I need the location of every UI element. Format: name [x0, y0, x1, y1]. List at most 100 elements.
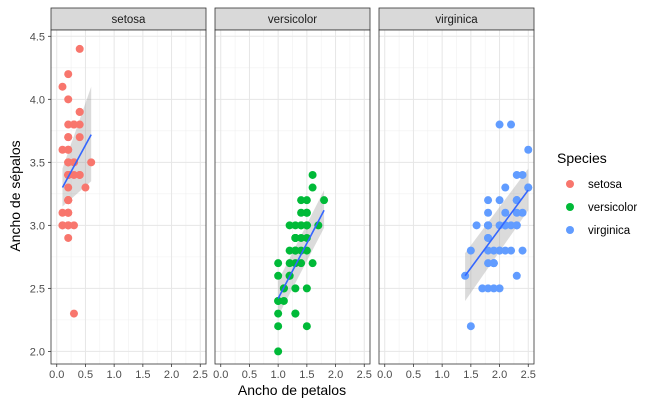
panel-border [214, 29, 371, 365]
panel-versicolor: versicolor [214, 7, 371, 365]
data-point-virginica [478, 284, 487, 293]
data-point-versicolor [308, 259, 317, 268]
data-point-setosa [64, 196, 73, 205]
legend: Species setosa versicolor virginica [557, 150, 637, 237]
data-point-versicolor [302, 221, 311, 230]
data-point-virginica [484, 284, 493, 293]
data-point-virginica [512, 221, 521, 230]
x-tick-label: 1.5 [463, 369, 478, 381]
data-point-virginica [466, 322, 475, 331]
y-axis-title: Ancho de sépalos [7, 140, 23, 251]
data-point-versicolor [285, 221, 294, 230]
x-tick-label: 2.0 [492, 369, 507, 381]
data-point-setosa [75, 44, 84, 53]
data-point-setosa [87, 158, 96, 167]
data-point-versicolor [302, 284, 311, 293]
data-point-versicolor [302, 208, 311, 217]
data-point-virginica [484, 221, 493, 230]
data-point-setosa [64, 133, 73, 142]
y-axis: 2.0 2.5 3.0 3.5 4.0 4.5 [30, 31, 51, 358]
data-point-versicolor [314, 221, 323, 230]
data-point-setosa [64, 120, 73, 129]
data-point-versicolor [297, 246, 306, 255]
legend-item-setosa: setosa [566, 179, 622, 191]
x-tick-label: 2.0 [328, 369, 343, 381]
data-point-versicolor [302, 322, 311, 331]
x-tick-label: 1.0 [106, 369, 121, 381]
data-point-setosa [81, 183, 90, 192]
data-point-setosa [58, 82, 67, 91]
data-point-virginica [472, 221, 481, 230]
legend-label-virginica: virginica [588, 225, 631, 237]
data-point-versicolor [297, 196, 306, 205]
data-point-setosa [64, 221, 73, 230]
panels: setosa versicolor virginica [50, 7, 535, 365]
data-point-virginica [466, 246, 475, 255]
y-tick-label: 2.0 [30, 346, 45, 358]
data-point-setosa [69, 120, 78, 129]
data-point-setosa [69, 170, 78, 179]
data-point-setosa [58, 221, 67, 230]
points-setosa [58, 44, 96, 318]
x-tick-label: 0.0 [49, 369, 64, 381]
points-virginica [461, 120, 533, 331]
data-point-versicolor [291, 309, 300, 318]
data-point-setosa [64, 233, 73, 242]
panel-virginica: virginica [378, 7, 535, 365]
x-tick-label: 2.0 [164, 369, 179, 381]
legend-item-virginica: virginica [566, 225, 631, 237]
data-point-versicolor [285, 259, 294, 268]
x-axis: 0.0 0.5 1.0 1.5 2.0 2.5 0.0 0.5 1.0 1.5 2.0 2.5 0.0 0… [49, 364, 536, 381]
data-point-virginica [507, 120, 516, 129]
regression-line-setosa [61, 134, 92, 188]
y-tick-label: 3.5 [30, 157, 45, 169]
data-point-virginica [484, 208, 493, 217]
y-tick-label: 4.5 [30, 31, 45, 43]
data-point-setosa [75, 170, 84, 179]
x-tick-label: 1.5 [135, 369, 150, 381]
data-point-virginica [484, 233, 493, 242]
x-tick-label: 0.5 [406, 369, 421, 381]
data-point-setosa [64, 145, 73, 154]
data-point-setosa [64, 183, 73, 192]
data-point-virginica [495, 120, 504, 129]
data-point-virginica [518, 170, 527, 179]
legend-label-versicolor: versicolor [588, 202, 637, 214]
y-tick-label: 3.0 [30, 220, 45, 232]
regression-line-versicolor [277, 209, 325, 299]
data-point-versicolor [302, 196, 311, 205]
data-point-virginica [489, 259, 498, 268]
data-point-setosa [69, 221, 78, 230]
data-point-virginica [512, 208, 521, 217]
data-point-virginica [518, 208, 527, 217]
data-point-virginica [507, 246, 516, 255]
data-point-versicolor [274, 347, 283, 356]
data-point-virginica [512, 170, 521, 179]
regression-line-virginica [464, 189, 529, 277]
y-tick-label: 2.5 [30, 283, 45, 295]
data-point-virginica [507, 221, 516, 230]
data-point-setosa [64, 208, 73, 217]
x-tick-label: 2.5 [357, 369, 372, 381]
x-tick-label: 1.0 [270, 369, 285, 381]
data-point-versicolor [285, 246, 294, 255]
data-point-versicolor [274, 259, 283, 268]
data-point-versicolor [297, 233, 306, 242]
x-tick-label: 0.5 [242, 369, 257, 381]
data-point-virginica [518, 246, 527, 255]
data-point-versicolor [274, 309, 283, 318]
data-point-versicolor [291, 284, 300, 293]
x-tick-label: 0.5 [78, 369, 93, 381]
data-point-versicolor [297, 259, 306, 268]
panel-border [378, 29, 535, 365]
legend-item-versicolor: versicolor [566, 202, 637, 214]
data-point-virginica [489, 246, 498, 255]
strip-label-virginica: virginica [435, 14, 478, 26]
data-point-versicolor [274, 271, 283, 280]
data-point-virginica [501, 183, 510, 192]
gridlines [51, 30, 206, 364]
data-point-versicolor [274, 296, 283, 305]
data-point-virginica [524, 183, 533, 192]
data-point-virginica [495, 284, 504, 293]
